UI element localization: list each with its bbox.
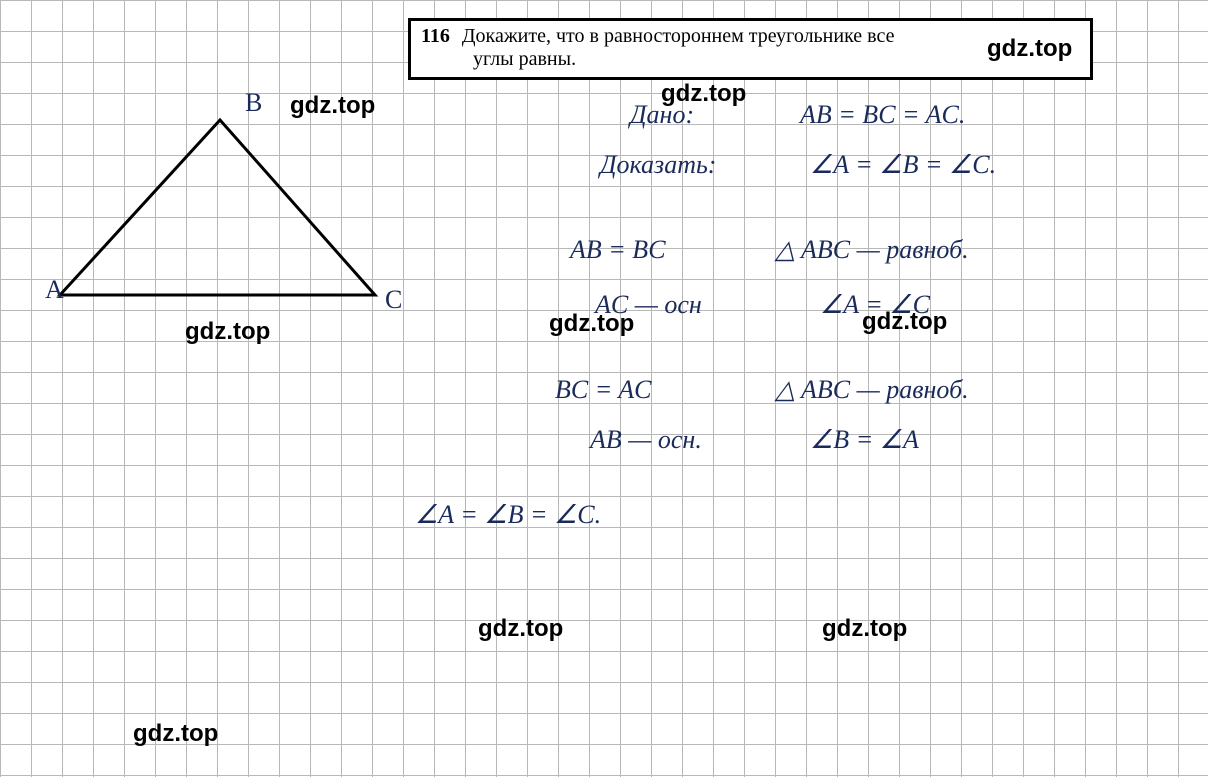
dano-equation: AB = BC = AC. <box>800 100 965 130</box>
step4-left: AB — осн. <box>590 425 702 455</box>
vertex-label-c: C <box>385 285 402 315</box>
watermark-8: gdz.top <box>822 615 907 643</box>
watermark-5: gdz.top <box>549 310 634 338</box>
dokazat-label: Доказать: <box>600 150 716 180</box>
triangle-diagram <box>40 100 400 320</box>
watermark-2: gdz.top <box>661 80 746 108</box>
watermark-4: gdz.top <box>185 318 270 346</box>
watermark-9: gdz.top <box>133 720 218 748</box>
vertex-label-a: A <box>45 275 64 305</box>
step1-left: AB = BC <box>570 235 666 265</box>
triangle-shape <box>60 120 375 295</box>
watermark-1: gdz.top <box>290 92 375 120</box>
step3-right: △ ABC — равноб. <box>775 375 969 405</box>
dokazat-equation: ∠A = ∠B = ∠C. <box>810 150 996 180</box>
problem-text-line1: Докажите, что в равностороннем треугольн… <box>462 25 895 47</box>
conclusion: ∠A = ∠B = ∠C. <box>415 500 601 530</box>
step1-right: △ ABC — равноб. <box>775 235 969 265</box>
step3-left: BC = AC <box>555 375 652 405</box>
vertex-label-b: B <box>245 88 262 118</box>
watermark-6: gdz.top <box>862 308 947 336</box>
watermark-3: gdz.top <box>987 35 1072 63</box>
problem-number: 116 <box>421 25 450 47</box>
watermark-7: gdz.top <box>478 615 563 643</box>
step4-right: ∠B = ∠A <box>810 425 919 455</box>
